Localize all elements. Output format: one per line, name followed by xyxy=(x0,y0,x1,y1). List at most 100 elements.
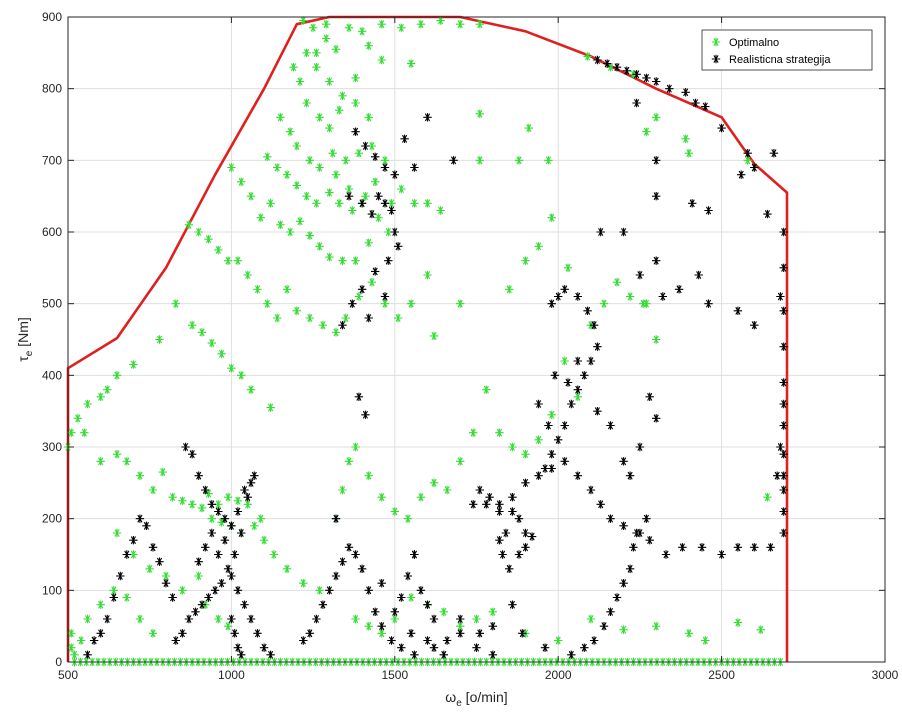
data-point xyxy=(534,399,543,409)
data-point xyxy=(612,593,622,602)
data-point xyxy=(364,113,373,122)
data-point xyxy=(357,564,367,573)
data-point xyxy=(158,467,167,477)
data-point xyxy=(273,163,282,172)
data-point xyxy=(521,543,530,552)
data-point xyxy=(70,650,79,659)
data-point xyxy=(168,593,177,602)
data-point xyxy=(367,209,377,219)
data-point xyxy=(456,20,465,29)
data-point xyxy=(387,199,396,208)
data-point xyxy=(364,313,373,323)
data-point xyxy=(341,313,350,323)
data-point xyxy=(384,227,393,237)
data-point xyxy=(560,356,569,366)
data-point xyxy=(250,471,259,480)
data-point xyxy=(397,184,406,194)
y-tick-label: 200 xyxy=(42,512,62,526)
data-point xyxy=(475,485,484,495)
x-tick-label: 2500 xyxy=(708,668,735,682)
data-point xyxy=(704,299,713,308)
data-point xyxy=(348,299,357,308)
x-tick-label: 2000 xyxy=(545,668,572,682)
legend-label: Realisticna strategija xyxy=(729,54,831,66)
data-point xyxy=(763,493,772,502)
data-point xyxy=(514,550,524,559)
data-point xyxy=(286,227,295,237)
data-point xyxy=(547,213,556,222)
data-point xyxy=(406,593,416,602)
data-point xyxy=(743,149,752,158)
data-point xyxy=(390,507,399,516)
data-point xyxy=(220,514,230,523)
data-point xyxy=(344,543,354,552)
data-point xyxy=(776,292,785,301)
data-point xyxy=(116,571,125,581)
data-point xyxy=(645,536,654,545)
data-point xyxy=(351,98,360,108)
data-point xyxy=(201,543,210,552)
data-point xyxy=(779,485,788,495)
data-point xyxy=(367,141,377,151)
data-point xyxy=(197,600,207,609)
data-point xyxy=(83,399,92,409)
data-point xyxy=(733,306,743,315)
data-point xyxy=(207,500,216,509)
data-point xyxy=(299,579,308,588)
data-point xyxy=(269,550,279,559)
data-point xyxy=(227,614,236,624)
data-point xyxy=(645,392,654,401)
data-point xyxy=(148,485,158,495)
data-point xyxy=(315,113,324,122)
data-point xyxy=(573,471,582,480)
data-point xyxy=(371,267,380,276)
data-point xyxy=(658,292,667,301)
data-point xyxy=(73,414,82,423)
data-point xyxy=(488,622,497,631)
data-point xyxy=(207,528,216,538)
data-point xyxy=(456,457,465,466)
data-point xyxy=(550,371,560,380)
legend-marker-optimalno xyxy=(711,37,721,47)
data-point xyxy=(103,385,112,394)
data-point xyxy=(122,593,131,602)
data-point xyxy=(508,442,517,452)
data-point xyxy=(351,127,360,136)
data-point xyxy=(341,156,350,165)
data-point xyxy=(191,607,200,616)
data-point xyxy=(240,600,249,609)
data-point xyxy=(560,285,569,294)
data-point xyxy=(135,514,145,523)
data-point xyxy=(776,442,785,452)
data-point xyxy=(423,600,432,609)
data-point xyxy=(338,321,347,330)
data-point xyxy=(214,614,223,624)
data-point xyxy=(76,636,86,645)
data-point xyxy=(214,500,223,509)
data-point xyxy=(155,557,164,566)
x-tick-label: 1000 xyxy=(218,668,245,682)
data-point xyxy=(606,63,615,72)
x-tick-label: 500 xyxy=(58,668,78,682)
data-point xyxy=(168,493,177,502)
y-axis-label: τe [Nm] xyxy=(15,317,35,362)
data-point xyxy=(472,643,481,652)
data-point xyxy=(83,614,92,624)
data-point xyxy=(495,428,504,437)
data-point xyxy=(331,514,341,523)
data-point xyxy=(145,564,154,573)
data-point xyxy=(322,20,331,29)
data-point xyxy=(573,356,582,366)
data-point xyxy=(684,629,694,638)
data-point xyxy=(227,364,236,373)
data-point xyxy=(292,181,301,190)
data-point xyxy=(305,313,314,323)
data-point xyxy=(374,213,383,222)
data-point xyxy=(416,20,426,29)
data-point xyxy=(596,500,605,509)
data-point xyxy=(589,321,599,330)
data-point xyxy=(488,650,497,659)
data-point xyxy=(371,607,380,616)
legend: Optimalno Realisticna strategija xyxy=(701,29,873,71)
